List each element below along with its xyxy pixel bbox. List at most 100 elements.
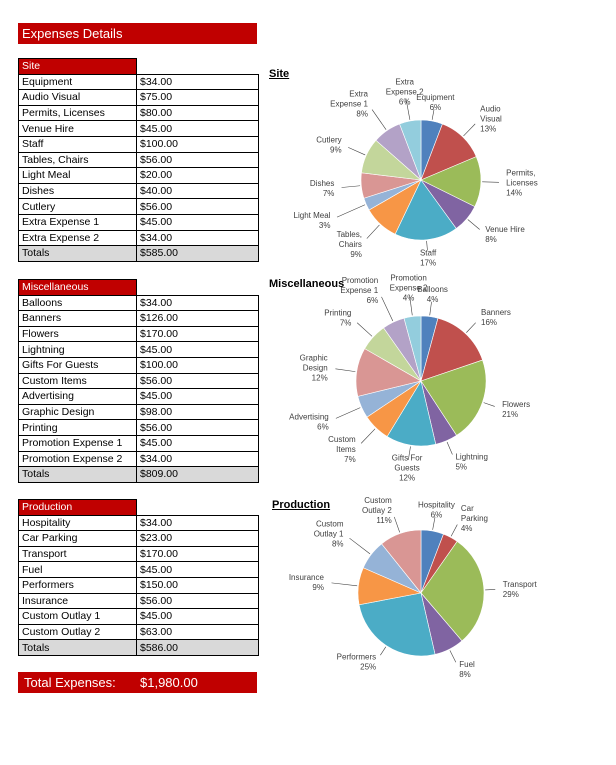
data-label: 12% xyxy=(312,374,328,383)
category-label: Expense 1 xyxy=(340,286,378,295)
category-label: Dishes xyxy=(310,179,334,188)
category-label: Performers xyxy=(337,653,377,662)
leader-line xyxy=(483,402,495,407)
row-name: Transport xyxy=(18,545,137,563)
leader-line xyxy=(356,322,373,337)
table-row: Transport $170.00 xyxy=(18,545,259,563)
table-row: Extra Expense 2 $34.00 xyxy=(18,229,259,247)
category-label: Graphic xyxy=(300,354,328,363)
category-label: Custom xyxy=(364,496,392,505)
category-label: Balloons xyxy=(417,285,448,294)
category-label: Tables, xyxy=(337,230,362,239)
table-row: Equipment $34.00 xyxy=(18,73,259,91)
category-label: Insurance xyxy=(289,573,325,582)
pie-slice xyxy=(420,317,483,382)
row-name: Performers xyxy=(18,576,137,594)
category-label: Outlay 1 xyxy=(314,530,344,539)
totals-row: Totals $585.00 xyxy=(18,245,259,262)
category-label: Transport xyxy=(503,580,538,589)
row-name: Hospitality xyxy=(18,514,137,532)
data-label: 9% xyxy=(330,145,342,154)
site-table: Site Equipment $34.00 Audio Visual $75.00 Per… xyxy=(18,58,259,262)
data-label: 4% xyxy=(403,294,415,303)
category-label: Custom xyxy=(316,520,344,529)
category-label: Staff xyxy=(420,249,437,258)
table-row: Custom Outlay 2 $63.00 xyxy=(18,623,259,641)
category-label: Promotion xyxy=(390,274,426,283)
leader-line xyxy=(446,441,453,455)
data-label: 25% xyxy=(360,663,376,672)
data-label: 21% xyxy=(502,410,518,419)
category-label: Gifts For xyxy=(392,454,423,463)
page-title: Expenses Details xyxy=(18,23,257,44)
row-name: Tables, Chairs xyxy=(18,151,137,169)
leader-line xyxy=(335,368,356,372)
category-label: Expense 2 xyxy=(390,284,428,293)
data-label: 3% xyxy=(319,221,331,230)
category-label: Printing xyxy=(324,308,351,317)
category-label: Flowers xyxy=(502,400,530,409)
table-row: Promotion Expense 2 $34.00 xyxy=(18,450,259,468)
data-label: 11% xyxy=(376,516,391,525)
totals-label: Totals xyxy=(18,245,137,262)
row-name: Promotion Expense 2 xyxy=(18,450,137,468)
category-label: Custom xyxy=(328,435,356,444)
data-label: 7% xyxy=(323,189,335,198)
category-label: Parking xyxy=(461,514,488,523)
data-label: 16% xyxy=(481,318,497,327)
category-label: Items xyxy=(336,445,356,454)
leader-line xyxy=(393,516,400,533)
leader-line xyxy=(331,582,358,587)
data-label: 8% xyxy=(459,670,471,679)
category-label: Expense 2 xyxy=(386,87,424,96)
leader-line xyxy=(431,109,435,120)
production-chart-title: Production xyxy=(272,499,331,511)
row-name: Lightning xyxy=(18,341,137,358)
totals-value: $585.00 xyxy=(136,245,259,262)
data-label: 4% xyxy=(461,524,473,533)
data-label: 9% xyxy=(350,250,362,259)
section-header: Site xyxy=(18,58,137,75)
category-label: Chairs xyxy=(339,240,362,249)
row-value: $100.00 xyxy=(136,356,259,374)
table-row: Lightning $45.00 xyxy=(18,341,259,358)
row-value: $20.00 xyxy=(136,167,259,184)
category-label: Lightning xyxy=(455,453,487,462)
leader-line xyxy=(450,524,458,537)
category-label: Equipment xyxy=(416,93,455,102)
category-label: Licenses xyxy=(506,179,538,188)
category-label: Permits, xyxy=(506,169,535,178)
row-value: $34.00 xyxy=(136,73,259,91)
row-value: $170.00 xyxy=(136,325,259,343)
data-label: 17% xyxy=(420,259,436,268)
data-label: 7% xyxy=(340,318,352,327)
leader-line xyxy=(380,646,387,656)
total-expenses-value: $1,980.00 xyxy=(140,675,198,690)
row-name: Balloons xyxy=(18,294,137,312)
leader-line xyxy=(409,295,413,316)
leader-line xyxy=(335,407,361,419)
category-label: Venue Hire xyxy=(485,225,525,234)
data-label: 8% xyxy=(485,235,497,244)
data-label: 8% xyxy=(356,110,368,119)
category-label: Car xyxy=(461,504,474,513)
category-label: Guests xyxy=(394,464,419,473)
row-value: $56.00 xyxy=(136,419,259,436)
data-label: 13% xyxy=(480,125,496,134)
data-label: 6% xyxy=(430,103,442,112)
data-label: 8% xyxy=(332,540,344,549)
miscellaneous-table: Miscellaneous Balloons $34.00 Banners $126.0… xyxy=(18,279,259,483)
totals-label: Totals xyxy=(18,639,137,656)
category-label: Advertising xyxy=(289,412,329,421)
site-chart-title: Site xyxy=(269,68,290,80)
leader-line xyxy=(366,224,380,239)
row-name: Dishes xyxy=(18,182,137,200)
category-label: Design xyxy=(303,364,328,373)
pie-slice xyxy=(381,529,422,594)
category-label: Promotion xyxy=(342,276,378,285)
table-row: Permits, Licenses $80.00 xyxy=(18,104,259,122)
miscellaneous-chart-title: Miscellaneous xyxy=(269,278,345,290)
data-label: 5% xyxy=(455,463,467,472)
leader-line xyxy=(360,428,376,444)
category-label: Expense 1 xyxy=(330,100,368,109)
